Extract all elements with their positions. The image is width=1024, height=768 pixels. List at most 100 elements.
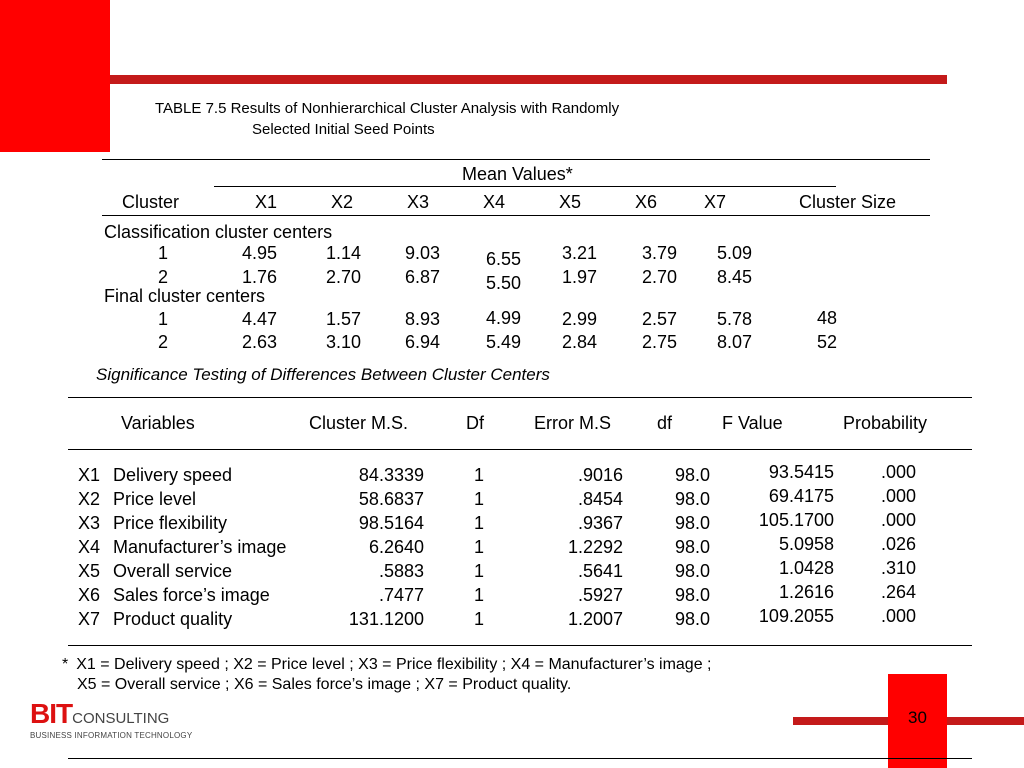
table-cell: .7477 [378,585,424,605]
table-cell: 3.10 [326,332,362,352]
table-cell: 98.0 [674,609,710,629]
table-cell: .000 [880,486,916,506]
table-cell: 5.49 [486,332,522,352]
header-probability: Probability [843,413,928,433]
table-cell: 8.93 [405,309,441,329]
table-cell: 4.99 [486,308,522,328]
mean-values-header: Mean Values* [462,164,573,184]
table-cell: Sales force’s image [113,585,270,605]
table-cell: 5.50 [486,273,522,293]
table-cell: .310 [880,558,916,578]
table-cell: 98.0 [674,537,710,557]
table-cell: 98.0 [674,465,710,485]
table-cell: 2.75 [642,332,678,352]
header-df2: df [657,413,673,433]
header-variables: Variables [121,413,195,433]
table-cell: 4.95 [242,243,278,263]
table-cell: 1.76 [242,267,278,287]
header-df: Df [466,413,484,433]
table-cell: 3.21 [562,243,598,263]
table-cell: 3.79 [642,243,678,263]
table-cell: .9016 [577,465,623,485]
header-cluster: Cluster [122,192,180,212]
top-red-band [110,75,947,84]
table-cell: 1.14 [326,243,362,263]
header-x2: X2 [331,192,354,212]
table-cell: .8454 [577,489,623,509]
table-cell: 48 [817,308,838,328]
header-x4: X4 [483,192,506,212]
table-cell: .026 [880,534,916,554]
table-cell: 105.1700 [758,510,834,530]
table-cell: X3 [78,513,101,533]
table-cell: 84.3339 [358,465,424,485]
table-cell: 9.03 [405,243,441,263]
header-x5: X5 [559,192,582,212]
table-cell: 1.57 [326,309,362,329]
table-cell: 1 [158,309,169,329]
page-number-block [888,674,947,768]
page-number: 30 [908,708,927,727]
table-cell: 1 [473,513,484,533]
table-cell: 69.4175 [768,486,834,506]
table-cell: Delivery speed [113,465,233,485]
logo-consulting-text: CONSULTING [72,710,170,727]
table1-sub-rule [214,186,836,187]
table-cell: .5641 [577,561,623,581]
table-cell: 6.87 [405,267,441,287]
table-cell: 131.1200 [348,609,424,629]
logo-subtitle: BUSINESS INFORMATION TECHNOLOGY [30,731,193,740]
table-cell: 2.84 [562,332,598,352]
red-corner-block [0,0,110,152]
table-cell: 1.97 [562,267,598,287]
table-cell: 93.5415 [768,462,834,482]
significance-title: Significance Testing of Differences Betw… [96,365,550,384]
table2-header-rule [68,449,972,450]
table-cell: 4.47 [242,309,278,329]
table-cell: 2.70 [642,267,678,287]
table-cell: 1 [473,561,484,581]
table-cell: 5.0958 [778,534,834,554]
table-cell: X4 [78,537,101,557]
table-cell: 8.45 [717,267,753,287]
table-cell: 5.09 [717,243,753,263]
table-cell: Price level [113,489,197,509]
table1-top-rule [102,159,930,160]
table-cell: 2.70 [326,267,362,287]
section-final: Final cluster centers [104,286,266,306]
section-classification: Classification cluster centers [104,222,333,242]
table-cell: Price flexibility [113,513,228,533]
table-cell: Product quality [113,609,233,629]
header-cluster-size: Cluster Size [799,192,897,212]
table-cell: Overall service [113,561,233,581]
table-cell: .000 [880,606,916,626]
table-cell: 1 [158,243,169,263]
table-cell: 1.2007 [567,609,623,629]
table-cell: 6.55 [486,249,522,269]
table-cell: 6.2640 [368,537,424,557]
table-cell: 52 [817,332,838,352]
table-cell: X5 [78,561,101,581]
table-cell: 1 [473,537,484,557]
table-cell: 1.2292 [567,537,623,557]
table-cell: .000 [880,510,916,530]
table-cell: X1 [78,465,101,485]
table-cell: .5883 [378,561,424,581]
table-cell: 58.6837 [358,489,424,509]
bottom-rule [68,758,972,759]
table-cell: .264 [880,582,916,602]
logo-bit-text: BIT [30,698,73,729]
table-caption-line2: Selected Initial Seed Points [252,121,435,138]
header-x3: X3 [407,192,430,212]
table-cell: 98.0 [674,489,710,509]
table-cell: 1 [473,465,484,485]
table2-bottom-rule [68,645,972,646]
table-cell: X7 [78,609,101,629]
table-cell: 1.0428 [778,558,834,578]
footnote-line1: * X1 = Delivery speed ; X2 = Price level … [62,656,712,673]
table2-top-rule [68,397,972,398]
table-cell: 1 [473,585,484,605]
table-cell: Manufacturer’s image [113,537,287,557]
table-cell: 6.94 [405,332,441,352]
table-cell: 5.78 [717,309,753,329]
